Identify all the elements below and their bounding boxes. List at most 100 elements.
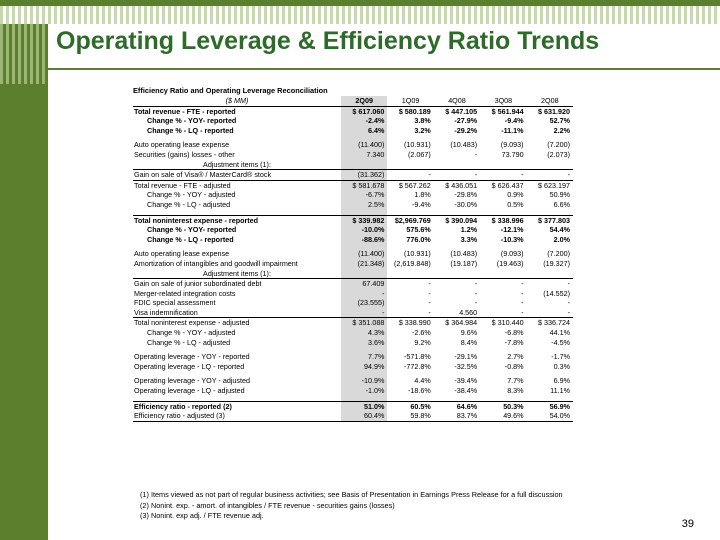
row-value: (19.463) <box>496 258 524 268</box>
table-header-row: ($ MM) 2Q09 1Q09 4Q08 3Q08 2Q08 <box>133 96 573 107</box>
table-row: Amortization of intangibles and goodwill… <box>133 258 573 269</box>
row-value: $2,969.769 <box>387 214 434 226</box>
row-value: -571.8% <box>404 352 431 362</box>
row-value: -11.1% <box>501 125 524 135</box>
row-value: $ 436.051 <box>433 179 481 191</box>
row-value: $ 310.440 <box>480 317 527 329</box>
row-value: 1.8% <box>414 190 431 200</box>
row-value: 2.7% <box>507 352 524 362</box>
spacer-row <box>133 244 573 250</box>
row-value: (11.400) <box>341 140 388 150</box>
units-label: ($ MM) <box>225 96 249 105</box>
row-value: (10.931) <box>404 140 431 150</box>
row-label: Adjustment items (1): <box>133 268 342 280</box>
row-value <box>341 268 388 280</box>
row-label: Merger-related integration costs <box>134 288 236 298</box>
row-label: Gain on sale of junior subordinated debt <box>134 279 262 289</box>
row-value: $ 580.189 <box>387 105 434 117</box>
row-value: -6.7% <box>341 190 388 200</box>
table-row: Visa indemnification - - 4.560 - - <box>133 307 573 318</box>
top-stripe-pattern <box>0 6 720 24</box>
row-value: 11.1% <box>550 386 570 396</box>
row-value: $ 623.197 <box>526 179 573 191</box>
row-value: (31.362) <box>341 169 388 181</box>
row-value: 7.340 <box>341 149 388 160</box>
row-value: 2.5% <box>341 199 388 210</box>
row-value: (21.348) <box>341 258 388 269</box>
table-row: Total revenue - FTE - reported $ 617.060 $… <box>133 105 573 117</box>
row-value: 9.2% <box>414 337 431 347</box>
table-row: Adjustment items (1): <box>133 159 573 171</box>
row-value: -1.0% <box>341 386 388 396</box>
row-label: Change % - YOY- reported <box>147 116 237 126</box>
row-value: -9.4% <box>504 116 524 126</box>
table-row: Total noninterest expense - reported $ 33… <box>133 214 573 226</box>
row-label: Change % - LQ - adjusted <box>147 337 231 347</box>
row-value: 51.0% <box>341 400 388 412</box>
row-label: Auto operating lease expense <box>134 249 230 259</box>
row-value: (7.200) <box>547 249 570 259</box>
row-label: Change % - LQ - reported <box>147 234 234 244</box>
row-value: - <box>521 298 524 308</box>
column-header: 2Q09 <box>341 96 388 107</box>
row-value: - <box>474 288 478 298</box>
row-value: (2.073) <box>547 149 570 159</box>
row-label: Operating leverage - YOY - adjusted <box>134 376 250 386</box>
row-value: $ 338.996 <box>480 214 527 226</box>
row-value <box>526 159 573 171</box>
row-value: - <box>567 170 570 180</box>
table-row: Operating leverage - LQ - adjusted -1.0% -… <box>133 386 573 396</box>
row-value: -10.0% <box>341 225 388 235</box>
row-value: 50.9% <box>549 190 570 200</box>
column-header: 4Q08 <box>448 96 466 105</box>
row-value: 0.5% <box>507 199 524 209</box>
spacer-row <box>133 347 573 353</box>
row-value: -4.5% <box>551 337 570 347</box>
row-value: $ 338.990 <box>387 317 434 329</box>
row-value: $ 567.262 <box>387 179 434 191</box>
row-value: (10.483) <box>450 140 478 150</box>
table-row: Total noninterest expense - adjusted $ 35… <box>133 317 573 329</box>
table-row: Auto operating lease expense (11.400) (10.… <box>133 249 573 259</box>
column-header: 3Q08 <box>494 96 513 105</box>
table-row: Operating leverage - YOY - adjusted -10.9… <box>133 376 573 387</box>
title-underline <box>48 68 720 70</box>
table-row: Change % - LQ - reported -88.6% 776.0% 3.3%… <box>133 234 573 245</box>
row-label: Efficiency ratio - adjusted (3) <box>133 411 342 422</box>
spacer-row <box>133 395 573 402</box>
row-value: 4.560 <box>459 307 478 317</box>
row-value: - <box>521 307 524 317</box>
table-row: Change % - YOY- reported -2.4% 3.8% -27.9% -… <box>133 116 573 126</box>
row-value: 2.2% <box>553 125 570 135</box>
table-row: Operating leverage - LQ - reported 94.9% -… <box>133 361 573 372</box>
row-value: 83.7% <box>433 411 481 422</box>
row-value: -38.4% <box>454 386 478 396</box>
row-value: 8.3% <box>507 386 524 396</box>
row-value: (7.200) <box>547 140 570 150</box>
row-value: $ 339.982 <box>341 214 388 226</box>
row-value: 52.7% <box>549 116 570 126</box>
row-value: $ 364.984 <box>433 317 481 329</box>
reconciliation-table-container: Efficiency Ratio and Operating Leverage … <box>133 86 573 422</box>
row-value: - <box>474 170 478 180</box>
row-value: (23.555) <box>341 298 388 308</box>
row-value: -27.9% <box>454 116 478 126</box>
row-value: (2.067) <box>408 149 431 159</box>
row-value: $ 336.724 <box>526 317 573 329</box>
row-value: - <box>474 279 478 289</box>
row-value <box>480 268 527 280</box>
row-value: -29.8% <box>454 190 478 200</box>
row-value: 9.6% <box>460 328 478 338</box>
slide-title: Operating Leverage & Efficiency Ratio Tr… <box>56 27 600 55</box>
row-value: -29.1% <box>454 352 478 362</box>
table-row: Gain on sale of junior subordinated debt… <box>133 278 573 289</box>
table-caption: Efficiency Ratio and Operating Leverage … <box>133 86 328 95</box>
row-value: - <box>428 170 431 180</box>
row-label: Operating leverage - YOY - reported <box>134 352 250 362</box>
row-value: 59.8% <box>387 411 434 422</box>
row-value: $ 617.060 <box>341 105 388 117</box>
row-value: - <box>567 279 570 289</box>
row-label: Operating leverage - LQ - adjusted <box>134 386 245 396</box>
footnotes: (1) Items viewed as not part of regular … <box>140 490 563 522</box>
row-value: 2.0% <box>553 234 570 244</box>
